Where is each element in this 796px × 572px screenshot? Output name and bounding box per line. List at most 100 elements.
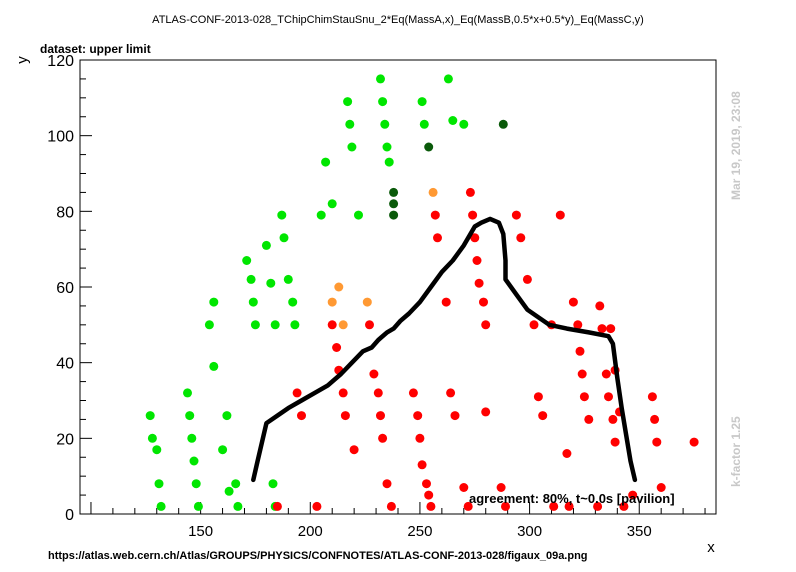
red-point	[522, 274, 532, 284]
green-point	[378, 97, 388, 107]
red-point	[501, 501, 510, 511]
green-point	[343, 97, 353, 107]
red-point	[338, 388, 348, 398]
red-point	[312, 501, 322, 511]
plot-frame	[79, 59, 717, 515]
red-point	[472, 256, 482, 265]
side-text-bottom: k-factor 1.25	[729, 416, 743, 487]
green-point	[443, 74, 453, 84]
red-point	[555, 210, 565, 220]
green-point	[156, 501, 166, 511]
data-points	[145, 74, 699, 511]
red-point	[378, 433, 388, 443]
red-point	[417, 460, 427, 470]
red-point	[593, 501, 603, 511]
red-point	[529, 320, 539, 330]
red-point	[349, 445, 359, 455]
y-tick-label: 40	[56, 356, 74, 373]
red-point	[656, 483, 666, 492]
red-point	[369, 369, 379, 379]
red-point	[511, 210, 521, 220]
y-tick-label: 100	[47, 129, 74, 146]
red-point	[481, 320, 491, 330]
green-point	[419, 119, 429, 129]
green-point	[283, 274, 293, 284]
darkgreen-point	[498, 119, 508, 129]
red-point	[606, 324, 616, 334]
red-point	[647, 392, 657, 402]
green-point	[222, 411, 232, 421]
red-point	[533, 392, 543, 402]
red-point	[584, 414, 594, 424]
red-point	[382, 479, 392, 489]
red-point	[332, 343, 342, 352]
green-point	[354, 210, 363, 220]
agreement-annotation: agreement: 80%, t~0.0s [pavilion]	[469, 491, 675, 506]
red-point	[601, 369, 611, 379]
green-point	[231, 479, 241, 489]
green-point	[183, 388, 192, 398]
red-point	[608, 414, 618, 424]
green-point	[189, 456, 199, 466]
green-point	[261, 240, 271, 250]
red-point	[373, 388, 383, 398]
red-point	[327, 320, 337, 330]
chart-title: ATLAS-CONF-2013-028_TChipChimStauSnu_2*E…	[152, 14, 644, 26]
red-point	[538, 411, 548, 421]
red-point	[292, 388, 302, 398]
red-point	[422, 479, 431, 489]
red-point	[575, 346, 585, 356]
green-point	[448, 116, 458, 125]
green-point	[233, 501, 243, 511]
red-point	[376, 411, 385, 421]
green-point	[187, 433, 197, 443]
red-point	[433, 233, 442, 243]
orange-point	[428, 187, 438, 197]
red-point	[468, 210, 478, 220]
x-axis-label: x	[707, 539, 715, 556]
green-point	[147, 433, 157, 443]
orange-point	[362, 297, 372, 307]
green-point	[270, 320, 280, 330]
x-tick-label: 200	[298, 523, 323, 540]
red-point	[568, 297, 578, 307]
red-point	[441, 297, 451, 307]
orange-point	[338, 320, 348, 330]
red-point	[549, 501, 559, 511]
green-point	[268, 479, 278, 489]
limit-curve-group	[251, 216, 638, 483]
green-point	[204, 320, 214, 330]
limit-curve	[251, 216, 638, 483]
red-point	[459, 483, 469, 492]
red-point	[408, 388, 418, 398]
source-url: https://atlas.web.cern.ch/Atlas/GROUPS/P…	[48, 550, 588, 562]
red-point	[415, 433, 425, 443]
orange-point	[327, 297, 337, 307]
y-tick-label: 80	[56, 204, 74, 221]
green-point	[191, 479, 201, 489]
red-point	[450, 411, 460, 421]
green-point	[316, 210, 326, 220]
green-point	[218, 445, 228, 455]
green-point	[327, 199, 337, 209]
green-point	[345, 119, 355, 129]
red-point	[413, 411, 423, 421]
y-tick-label: 60	[56, 280, 74, 297]
x-tick-label: 250	[407, 523, 432, 540]
y-tick-label: 120	[47, 53, 74, 70]
red-point	[577, 369, 587, 379]
green-point	[288, 297, 298, 307]
red-point	[446, 388, 456, 398]
green-point	[266, 278, 276, 288]
red-point	[628, 490, 638, 500]
red-point	[474, 278, 484, 288]
axis-ticks: 150 200 250 300 350 0 20 40 60 80 100 120	[47, 53, 706, 540]
darkgreen-point	[424, 142, 434, 152]
green-point	[209, 361, 219, 371]
y-tick-label: 20	[56, 431, 74, 448]
red-point	[595, 301, 605, 311]
green-point	[347, 142, 357, 152]
green-point	[382, 142, 392, 152]
x-tick-label: 350	[627, 523, 652, 540]
green-point	[246, 274, 256, 284]
